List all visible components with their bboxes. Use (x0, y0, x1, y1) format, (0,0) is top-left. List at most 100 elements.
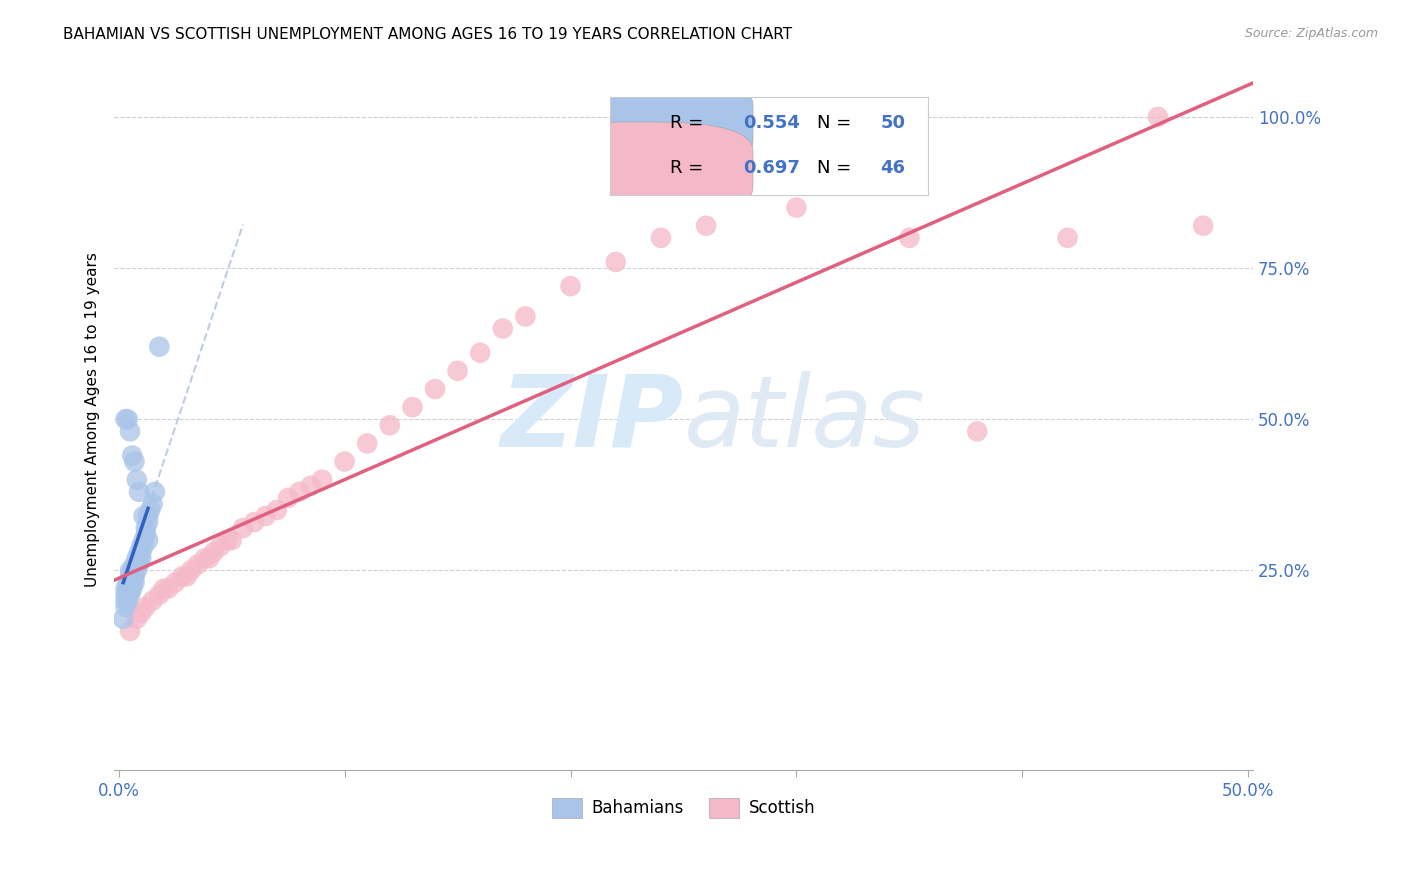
Point (187, 558, 209, 572)
Point (143, 484, 166, 499)
Point (423, 382, 446, 396)
Point (129, 545, 152, 559)
Point (136, 515, 159, 529)
Point (125, 564, 148, 578)
Point (117, 593, 139, 607)
Point (470, 345, 492, 359)
Point (277, 491, 299, 505)
Point (288, 484, 311, 499)
Point (125, 612, 148, 626)
Point (135, 599, 157, 614)
Point (129, 539, 152, 553)
Point (124, 564, 146, 578)
Text: ZIP: ZIP (501, 371, 683, 467)
Point (121, 449, 143, 463)
Point (114, 599, 136, 614)
Point (142, 497, 165, 511)
Point (966, 425, 988, 439)
Point (129, 551, 152, 566)
Point (153, 582, 176, 596)
Point (118, 575, 141, 590)
Text: atlas: atlas (683, 371, 925, 467)
Point (898, 231, 921, 245)
Point (170, 569, 193, 583)
Point (132, 533, 155, 548)
Point (118, 564, 141, 578)
Point (176, 569, 198, 583)
Point (266, 503, 288, 517)
Point (378, 418, 401, 433)
Point (202, 545, 225, 559)
Point (785, 201, 807, 215)
Point (209, 539, 232, 553)
Point (117, 575, 139, 590)
Point (333, 454, 356, 468)
Point (124, 558, 146, 572)
Point (118, 569, 141, 583)
Point (128, 558, 150, 572)
Point (142, 593, 165, 607)
Point (117, 412, 139, 426)
Point (135, 527, 157, 541)
Point (136, 508, 159, 523)
Point (118, 588, 141, 602)
Point (198, 551, 221, 566)
Point (695, 219, 717, 233)
Y-axis label: Unemployment Among Ages 16 to 19 years: Unemployment Among Ages 16 to 19 years (86, 252, 100, 587)
Point (232, 521, 254, 535)
Point (165, 575, 187, 590)
Point (650, 231, 672, 245)
Point (254, 508, 277, 523)
Point (114, 593, 136, 607)
Point (124, 569, 146, 583)
Point (157, 582, 180, 596)
Point (401, 400, 423, 414)
Point (135, 521, 157, 535)
Point (446, 364, 468, 378)
Point (193, 551, 215, 566)
Point (492, 321, 515, 335)
Point (124, 454, 146, 468)
Point (299, 479, 322, 493)
Point (112, 612, 135, 626)
Point (124, 575, 146, 590)
Point (118, 624, 141, 638)
Point (311, 473, 333, 487)
Point (605, 255, 627, 269)
Point (148, 340, 170, 354)
Point (114, 412, 136, 426)
Point (128, 545, 150, 559)
Point (243, 515, 266, 529)
Point (121, 564, 143, 578)
Point (560, 279, 582, 293)
Point (217, 533, 239, 548)
Point (118, 582, 141, 596)
Point (128, 551, 150, 566)
Point (129, 606, 152, 620)
Legend: Bahamians, Scottish: Bahamians, Scottish (546, 791, 823, 825)
Point (136, 533, 159, 548)
Point (121, 582, 143, 596)
Point (1147, 110, 1170, 124)
Point (117, 588, 139, 602)
Point (132, 508, 155, 523)
Point (125, 558, 148, 572)
Text: BAHAMIAN VS SCOTTISH UNEMPLOYMENT AMONG AGES 16 TO 19 YEARS CORRELATION CHART: BAHAMIAN VS SCOTTISH UNEMPLOYMENT AMONG … (63, 27, 793, 42)
Point (1192, 219, 1215, 233)
Point (128, 484, 150, 499)
Point (114, 588, 136, 602)
Point (125, 473, 148, 487)
Point (132, 539, 155, 553)
Text: Source: ZipAtlas.com: Source: ZipAtlas.com (1244, 27, 1378, 40)
Point (1056, 231, 1078, 245)
Point (114, 582, 136, 596)
Point (125, 551, 148, 566)
Point (139, 503, 162, 517)
Point (356, 436, 378, 450)
Point (180, 564, 202, 578)
Point (221, 533, 243, 548)
Point (121, 569, 143, 583)
Point (117, 582, 139, 596)
Point (118, 425, 141, 439)
Point (121, 575, 143, 590)
